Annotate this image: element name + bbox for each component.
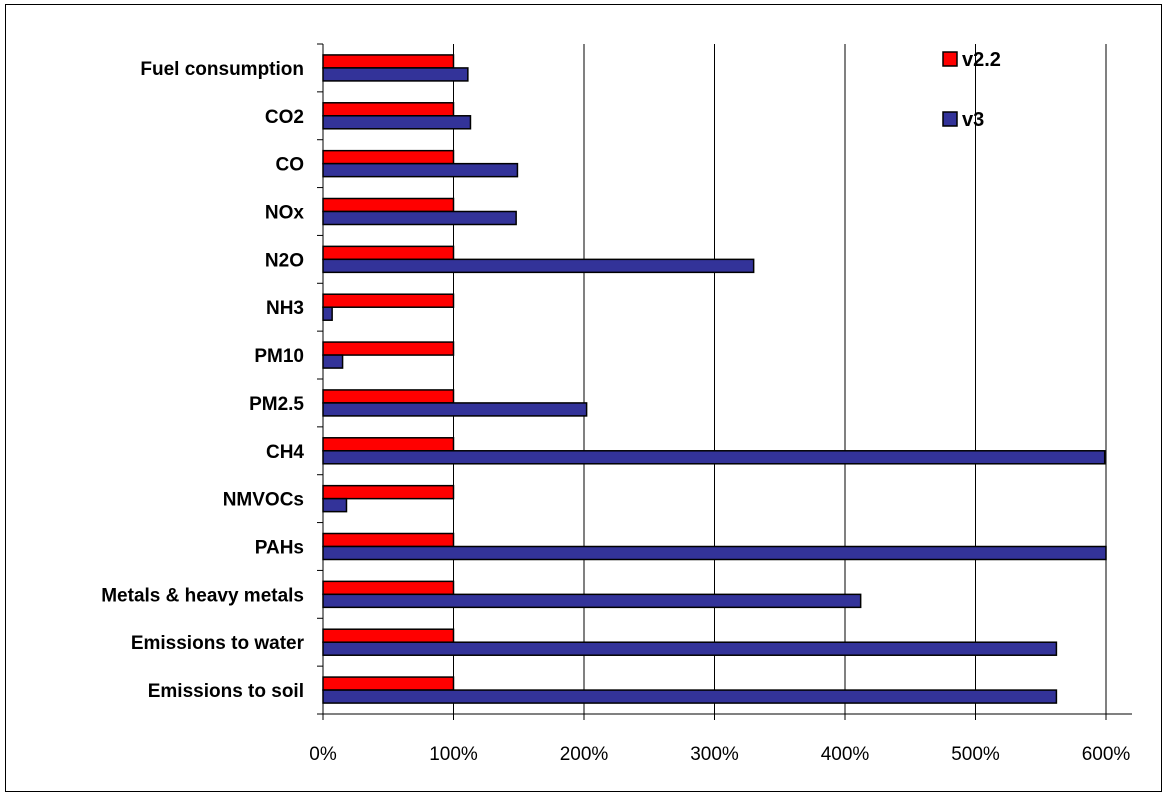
x-tick-label-0: 0% <box>309 744 337 765</box>
category-label-4: N2O <box>265 250 304 271</box>
bar-v2-2-3 <box>322 197 455 213</box>
x-tick-label-1: 100% <box>429 744 478 765</box>
bar-v3-1 <box>322 115 472 130</box>
legend-swatch-1 <box>942 111 958 127</box>
category-label-1: CO2 <box>265 107 304 128</box>
bar-v3-9 <box>322 497 348 513</box>
bar-v2-2-0 <box>322 54 455 69</box>
bar-v2-2-13 <box>322 676 455 691</box>
x-tick-label-4: 400% <box>821 744 870 765</box>
legend-label-1: v3 <box>962 109 984 131</box>
category-label-13: Emissions to soil <box>148 681 304 702</box>
x-tick-label-5: 500% <box>951 744 1000 765</box>
bar-v2-2-11 <box>322 580 455 596</box>
category-label-3: NOx <box>265 203 305 224</box>
category-label-2: CO <box>276 155 305 176</box>
bar-v3-4 <box>322 258 755 274</box>
x-tick-label-2: 200% <box>560 744 609 765</box>
bar-v2-2-10 <box>322 532 455 548</box>
bar-v3-7 <box>322 402 588 417</box>
bar-v3-10 <box>322 545 1107 561</box>
bar-v2-2-6 <box>322 341 455 356</box>
bar-v3-6 <box>322 354 344 369</box>
bar-v2-2-7 <box>322 389 455 404</box>
legend-label-0: v2.2 <box>962 49 1001 71</box>
category-label-7: PM2.5 <box>249 394 304 415</box>
bar-v2-2-2 <box>322 149 455 165</box>
category-label-12: Emissions to water <box>131 633 305 654</box>
bar-v3-5 <box>322 306 333 321</box>
bar-v3-12 <box>322 641 1058 656</box>
bar-v3-8 <box>322 450 1106 465</box>
x-tick-label-6: 600% <box>1082 744 1131 765</box>
bar-v2-2-12 <box>322 628 455 643</box>
category-label-11: Metals & heavy metals <box>101 585 304 606</box>
bar-v3-3 <box>322 210 517 226</box>
category-label-0: Fuel consumption <box>140 59 304 80</box>
category-label-10: PAHs <box>255 538 304 559</box>
x-tick-label-3: 300% <box>690 744 739 765</box>
category-label-8: CH4 <box>266 442 304 463</box>
category-label-6: PM10 <box>254 346 304 367</box>
bar-v2-2-8 <box>322 437 455 452</box>
bar-v2-2-5 <box>322 293 455 308</box>
legend-swatch-0 <box>942 51 958 67</box>
bar-v2-2-1 <box>322 102 455 117</box>
bar-v3-0 <box>322 67 469 82</box>
bar-v2-2-4 <box>322 245 455 261</box>
bar-v2-2-9 <box>322 484 455 500</box>
category-label-9: NMVOCs <box>223 490 304 511</box>
bar-v3-2 <box>322 162 519 178</box>
category-label-5: NH3 <box>266 298 304 319</box>
bar-v3-11 <box>322 593 862 609</box>
bar-v3-13 <box>322 689 1058 704</box>
